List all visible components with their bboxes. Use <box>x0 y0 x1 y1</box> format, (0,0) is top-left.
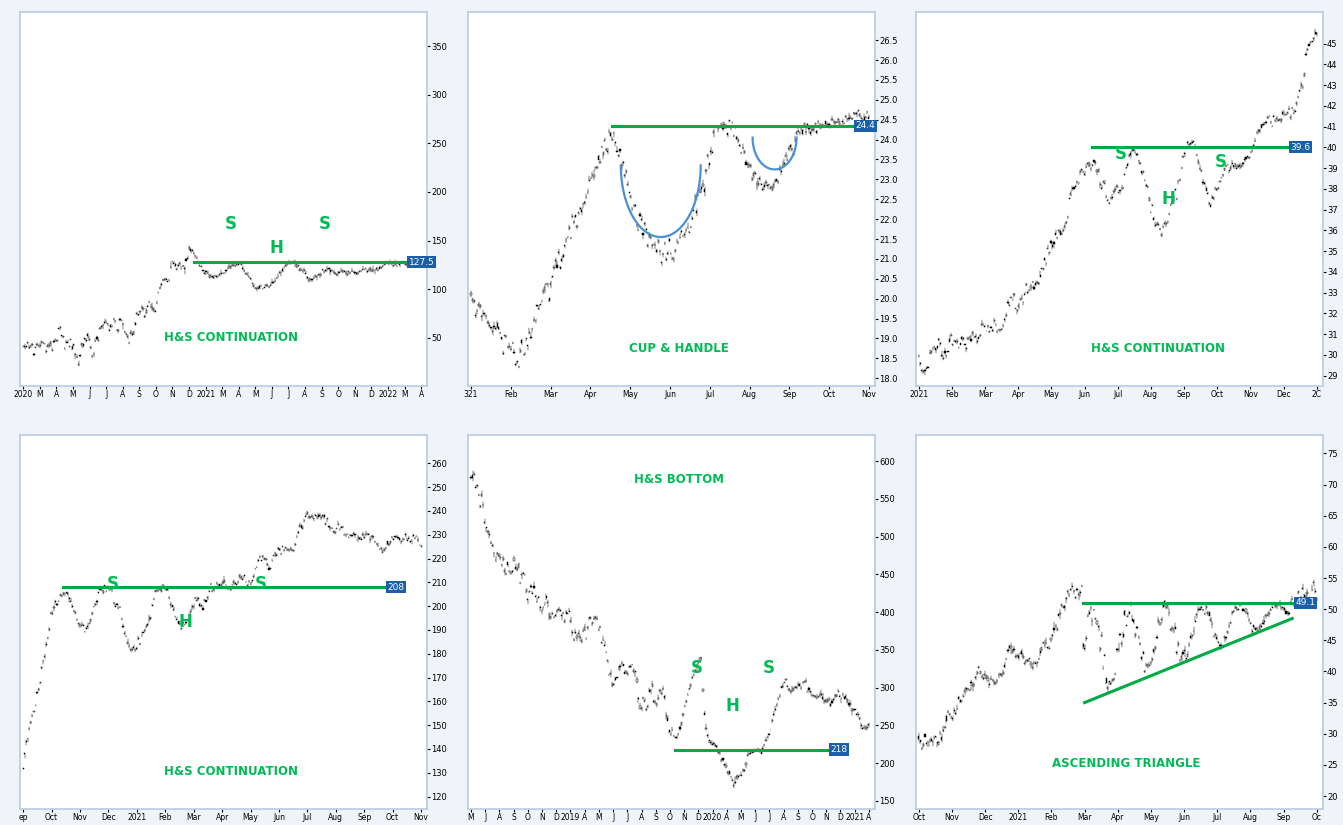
Text: 208: 208 <box>387 582 404 592</box>
Text: H: H <box>270 239 283 257</box>
Text: S: S <box>107 575 120 593</box>
Text: H&S CONTINUATION: H&S CONTINUATION <box>164 331 298 344</box>
Text: H: H <box>179 613 192 630</box>
Text: S: S <box>1214 153 1226 171</box>
Text: CUP & HANDLE: CUP & HANDLE <box>629 342 729 356</box>
Text: H&S BOTTOM: H&S BOTTOM <box>634 473 724 486</box>
Text: 39.6: 39.6 <box>1291 143 1311 152</box>
Text: S: S <box>763 659 775 677</box>
Text: 127.5: 127.5 <box>408 258 435 266</box>
Text: 218: 218 <box>830 745 847 754</box>
Text: H: H <box>1162 191 1175 208</box>
Text: ASCENDING TRIANGLE: ASCENDING TRIANGLE <box>1053 757 1201 771</box>
Text: H&S CONTINUATION: H&S CONTINUATION <box>164 765 298 778</box>
Text: S: S <box>224 214 236 233</box>
Text: S: S <box>318 214 330 233</box>
Text: 24.4: 24.4 <box>855 121 874 130</box>
Text: H&S CONTINUATION: H&S CONTINUATION <box>1092 342 1225 356</box>
Text: S: S <box>1115 145 1127 163</box>
Text: S: S <box>255 575 267 593</box>
Text: 49.1: 49.1 <box>1296 598 1315 607</box>
Text: H: H <box>725 697 740 714</box>
Text: S: S <box>690 659 702 677</box>
